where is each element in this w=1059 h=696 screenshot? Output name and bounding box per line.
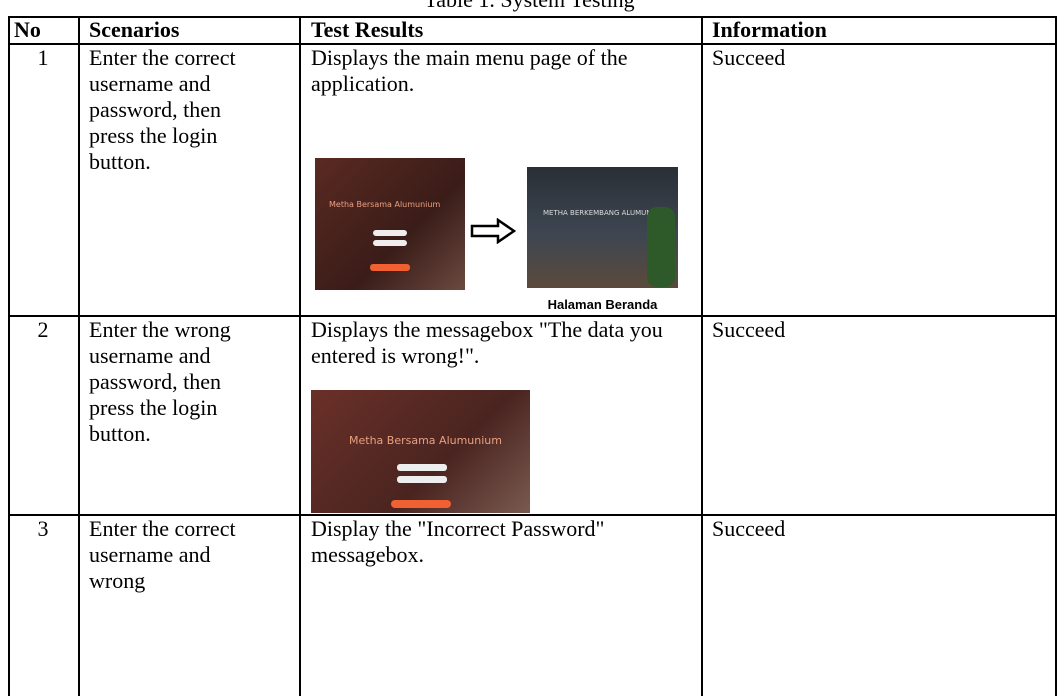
- cell: Succeed: [712, 516, 786, 541]
- table-caption: Table 1. System Testing: [0, 0, 1059, 13]
- login-screenshot: Metha Bersama Alumunium: [315, 158, 465, 290]
- plant: [647, 207, 675, 287]
- cell: 1: [37, 45, 49, 70]
- cell: Displays the messagebox "The data you en…: [311, 317, 663, 368]
- cell: Succeed: [712, 317, 786, 342]
- cell: Displays the main menu page of the appli…: [311, 45, 628, 96]
- screen-title: METHA BERKEMBANG ALUMUNIUM: [543, 209, 665, 217]
- screenshot-caption: Halaman Beranda: [547, 297, 658, 312]
- error-screenshot: Metha Bersama Alumunium: [311, 390, 530, 513]
- rule: [701, 16, 703, 696]
- header-cell: Information: [712, 17, 827, 42]
- home-screenshot: METHA BERKEMBANG ALUMUNIUM: [527, 167, 678, 288]
- button: [391, 500, 451, 508]
- input: [397, 476, 447, 483]
- screen-title: Metha Bersama Alumunium: [329, 200, 441, 209]
- cell: 2: [37, 317, 49, 342]
- cell: Enter the correct username and wrong: [89, 516, 236, 593]
- header-cell: Test Results: [311, 17, 424, 42]
- input: [373, 240, 407, 246]
- rule: [8, 16, 1056, 18]
- cell: Enter the correct username and password,…: [89, 45, 236, 174]
- button: [370, 264, 410, 271]
- rule: [8, 514, 1056, 516]
- cell: Enter the wrong username and password, t…: [89, 317, 231, 446]
- cell: Succeed: [712, 45, 786, 70]
- screen-title: Metha Bersama Alumunium: [349, 434, 502, 447]
- rule: [1055, 16, 1057, 696]
- rule: [8, 16, 10, 696]
- arrow: [470, 218, 517, 244]
- input: [397, 464, 447, 471]
- cell: 3: [37, 516, 49, 541]
- cell: Display the "Incorrect Password" message…: [311, 516, 605, 567]
- rule: [78, 16, 80, 696]
- rule: [8, 43, 1056, 45]
- header-cell: Scenarios: [89, 17, 180, 42]
- rule: [8, 315, 1056, 317]
- header-cell: No: [14, 17, 41, 42]
- rule: [299, 16, 301, 696]
- input: [373, 230, 407, 236]
